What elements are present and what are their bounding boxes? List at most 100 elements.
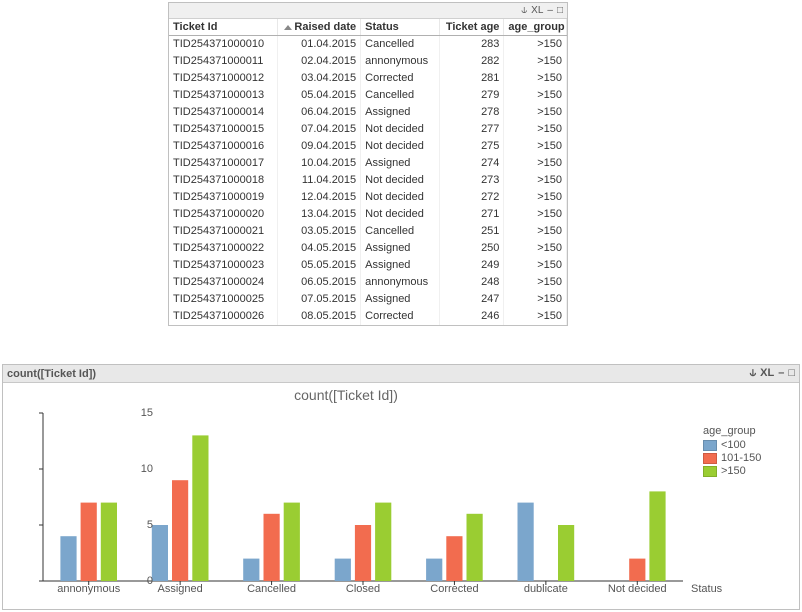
table-cell: TID254371000020 bbox=[169, 206, 278, 223]
send-to-excel-button[interactable]: XL bbox=[760, 368, 774, 379]
minimize-icon[interactable]: – bbox=[778, 368, 784, 379]
table-cell: Assigned bbox=[361, 104, 440, 121]
table-cell: Not decided bbox=[361, 172, 440, 189]
table-panel: ⫝ XL – □ Ticket Id Raised dateStatusTicke… bbox=[168, 2, 568, 326]
legend-item[interactable]: >150 bbox=[703, 465, 793, 477]
chart-panel-label: count([Ticket Id]) bbox=[7, 368, 96, 380]
x-tick-label: Not decided bbox=[608, 583, 667, 595]
table-cell: 271 bbox=[439, 206, 504, 223]
table-cell: Assigned bbox=[361, 257, 440, 274]
bar[interactable] bbox=[243, 559, 259, 581]
bar[interactable] bbox=[375, 503, 391, 581]
bar[interactable] bbox=[355, 525, 371, 581]
bar[interactable] bbox=[426, 559, 442, 581]
bar[interactable] bbox=[335, 559, 351, 581]
table-cell: >150 bbox=[504, 138, 567, 155]
bar[interactable] bbox=[152, 525, 168, 581]
table-row[interactable]: TID25437100002204.05.2015Assigned250>150 bbox=[169, 240, 567, 257]
bar[interactable] bbox=[446, 536, 462, 581]
table-row[interactable]: TID25437100001811.04.2015Not decided273>… bbox=[169, 172, 567, 189]
table-cell: Not decided bbox=[361, 138, 440, 155]
bar[interactable] bbox=[649, 491, 665, 581]
table-cell: TID254371000016 bbox=[169, 138, 278, 155]
maximize-icon[interactable]: □ bbox=[557, 6, 563, 16]
bar[interactable] bbox=[60, 536, 76, 581]
table-cell: 06.05.2015 bbox=[278, 274, 361, 291]
table-toolbar: ⫝ XL – □ bbox=[169, 3, 567, 19]
table-cell: 03.05.2015 bbox=[278, 223, 361, 240]
table-cell: 279 bbox=[439, 87, 504, 104]
x-tick-label: Cancelled bbox=[247, 583, 296, 595]
sort-asc-icon bbox=[284, 25, 292, 30]
table-cell: TID254371000026 bbox=[169, 308, 278, 325]
table-cell: TID254371000017 bbox=[169, 155, 278, 172]
table-cell: Cancelled bbox=[361, 223, 440, 240]
table-row[interactable]: TID25437100002103.05.2015Cancelled251>15… bbox=[169, 223, 567, 240]
send-to-excel-button[interactable]: XL bbox=[531, 6, 543, 16]
legend-label: >150 bbox=[721, 465, 746, 477]
table-cell: 275 bbox=[439, 138, 504, 155]
detach-icon[interactable]: ⫝ bbox=[750, 368, 757, 379]
table-row[interactable]: TID25437100001406.04.2015Assigned278>150 bbox=[169, 104, 567, 121]
legend-item[interactable]: 101-150 bbox=[703, 452, 793, 464]
table-cell: 07.05.2015 bbox=[278, 291, 361, 308]
bar[interactable] bbox=[467, 514, 483, 581]
table-cell: Assigned bbox=[361, 240, 440, 257]
table-row[interactable]: TID25437100001507.04.2015Not decided277>… bbox=[169, 121, 567, 138]
table-cell: >150 bbox=[504, 53, 567, 70]
table-cell: 278 bbox=[439, 104, 504, 121]
table-row[interactable]: TID25437100001102.04.2015annonymous282>1… bbox=[169, 53, 567, 70]
table-row[interactable]: TID25437100001203.04.2015Corrected281>15… bbox=[169, 70, 567, 87]
table-cell: TID254371000014 bbox=[169, 104, 278, 121]
table-cell: 05.05.2015 bbox=[278, 257, 361, 274]
table-cell: annonymous bbox=[361, 274, 440, 291]
table-cell: TID254371000015 bbox=[169, 121, 278, 138]
table-cell: 01.04.2015 bbox=[278, 36, 361, 53]
bar[interactable] bbox=[81, 503, 97, 581]
minimize-icon[interactable]: – bbox=[547, 6, 553, 16]
legend-label: <100 bbox=[721, 439, 746, 451]
column-header[interactable]: Raised date bbox=[278, 19, 361, 36]
column-header[interactable]: Status bbox=[361, 19, 440, 36]
table-cell: TID254371000011 bbox=[169, 53, 278, 70]
bar[interactable] bbox=[172, 480, 188, 581]
table-cell: >150 bbox=[504, 257, 567, 274]
detach-icon[interactable]: ⫝ bbox=[521, 6, 527, 16]
bar[interactable] bbox=[284, 503, 300, 581]
bar[interactable] bbox=[629, 559, 645, 581]
table-row[interactable]: TID25437100001001.04.2015Cancelled283>15… bbox=[169, 36, 567, 53]
column-header[interactable]: Ticket Id bbox=[169, 19, 278, 36]
bar[interactable] bbox=[558, 525, 574, 581]
table-row[interactable]: TID25437100002507.05.2015Assigned247>150 bbox=[169, 291, 567, 308]
table-scroll[interactable]: Ticket Id Raised dateStatusTicket ageage_… bbox=[169, 19, 567, 325]
table-row[interactable]: TID25437100002608.05.2015Corrected246>15… bbox=[169, 308, 567, 325]
table-cell: 248 bbox=[439, 274, 504, 291]
legend: age_group <100101-150>150 bbox=[703, 425, 793, 478]
table-row[interactable]: TID25437100001305.04.2015Cancelled279>15… bbox=[169, 87, 567, 104]
column-header[interactable]: age_group bbox=[504, 19, 567, 36]
bar[interactable] bbox=[101, 503, 117, 581]
bar[interactable] bbox=[264, 514, 280, 581]
table-row[interactable]: TID25437100002406.05.2015annonymous248>1… bbox=[169, 274, 567, 291]
legend-swatch bbox=[703, 440, 717, 451]
table-row[interactable]: TID25437100002013.04.2015Not decided271>… bbox=[169, 206, 567, 223]
table-cell: 08.05.2015 bbox=[278, 308, 361, 325]
table-cell: 10.04.2015 bbox=[278, 155, 361, 172]
legend-item[interactable]: <100 bbox=[703, 439, 793, 451]
column-header-label: Ticket Id bbox=[173, 21, 217, 33]
table-cell: >150 bbox=[504, 70, 567, 87]
bar[interactable] bbox=[192, 435, 208, 581]
table-row[interactable]: TID25437100001609.04.2015Not decided275>… bbox=[169, 138, 567, 155]
column-header[interactable]: Ticket age bbox=[439, 19, 504, 36]
maximize-icon[interactable]: □ bbox=[788, 368, 795, 379]
y-tick-label: 5 bbox=[123, 519, 153, 531]
table-cell: TID254371000019 bbox=[169, 189, 278, 206]
bar[interactable] bbox=[518, 503, 534, 581]
table-cell: TID254371000013 bbox=[169, 87, 278, 104]
table-row[interactable]: TID25437100001912.04.2015Not decided272>… bbox=[169, 189, 567, 206]
table-row[interactable]: TID25437100002305.05.2015Assigned249>150 bbox=[169, 257, 567, 274]
table-cell: 12.04.2015 bbox=[278, 189, 361, 206]
chart-titlebar: count([Ticket Id]) ⫝ XL – □ bbox=[3, 365, 799, 383]
table-row[interactable]: TID25437100001710.04.2015Assigned274>150 bbox=[169, 155, 567, 172]
plot-area bbox=[43, 413, 683, 581]
